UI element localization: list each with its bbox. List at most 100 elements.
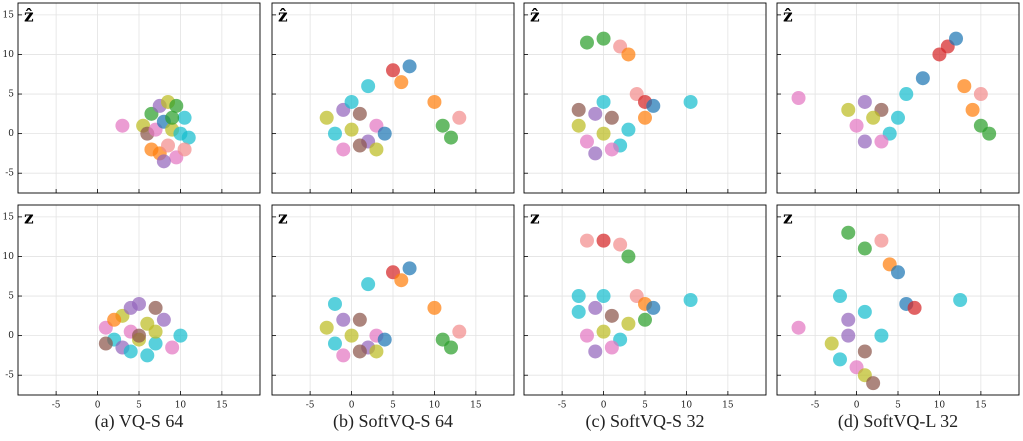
point <box>336 348 351 363</box>
point <box>444 340 459 355</box>
panel-frame <box>523 204 767 396</box>
point <box>377 332 392 347</box>
x-tick-label: -5 <box>811 401 820 411</box>
x-tick-label: -5 <box>558 401 567 411</box>
point <box>177 110 192 125</box>
point <box>369 344 384 359</box>
point <box>857 344 872 359</box>
panel-frame <box>17 2 261 194</box>
x-tick-label: 5 <box>642 401 648 411</box>
x-tick-label: 0 <box>601 401 607 411</box>
caption: (b) SoftVQ-S 64 <box>333 411 453 432</box>
x-tick-label: 15 <box>216 401 228 411</box>
point <box>596 233 611 248</box>
point <box>402 261 417 276</box>
point <box>107 312 122 327</box>
point <box>394 75 409 90</box>
point <box>965 102 980 117</box>
point <box>361 277 376 292</box>
caption: (c) SoftVQ-S 32 <box>586 411 705 432</box>
point <box>352 344 367 359</box>
point <box>161 138 176 153</box>
x-tick-label: 15 <box>975 401 987 411</box>
panel-frame <box>17 204 261 396</box>
point <box>604 142 619 157</box>
point <box>841 225 856 240</box>
point <box>394 273 409 288</box>
point <box>132 328 146 343</box>
point <box>579 35 594 50</box>
point <box>344 122 359 137</box>
point <box>841 328 856 343</box>
x-tick-label: 0 <box>854 401 860 411</box>
point <box>344 94 359 109</box>
point <box>588 300 603 315</box>
point <box>841 102 856 117</box>
panel-label: z <box>278 209 288 229</box>
point <box>352 138 367 153</box>
point <box>336 312 351 327</box>
point <box>156 312 171 327</box>
point <box>452 324 467 339</box>
point <box>181 130 196 145</box>
panel-label: ẑ <box>783 7 793 27</box>
point <box>638 312 652 327</box>
point <box>683 293 698 307</box>
x-tick-label: 15 <box>722 401 734 411</box>
x-tick-label: 10 <box>681 401 693 411</box>
y-tick-label: 0 <box>8 129 14 139</box>
y-tick-label: -5 <box>5 169 14 179</box>
point <box>791 320 806 335</box>
point <box>824 336 839 351</box>
point <box>613 237 628 252</box>
point <box>604 110 619 125</box>
panel-label: z <box>530 209 540 229</box>
point <box>427 300 442 315</box>
point <box>165 340 180 355</box>
point <box>596 126 611 141</box>
x-tick-label: 10 <box>175 401 187 411</box>
point <box>588 344 603 359</box>
point <box>571 289 586 304</box>
caption: (a) VQ-S 64 <box>95 411 184 432</box>
point <box>891 265 905 280</box>
point <box>857 94 872 109</box>
point <box>327 296 342 311</box>
x-tick-label: 0 <box>95 401 101 411</box>
caption: (d) SoftVQ-L 32 <box>838 411 958 432</box>
point <box>571 304 586 319</box>
point <box>148 336 163 351</box>
point <box>596 31 611 46</box>
panel-label: z <box>783 209 793 229</box>
x-tick-label: 15 <box>470 401 482 411</box>
point <box>638 110 652 125</box>
point <box>621 122 636 137</box>
point <box>571 102 586 117</box>
point <box>571 118 586 133</box>
panel-frame <box>271 204 515 396</box>
panel-label: ẑ <box>278 7 288 27</box>
point <box>169 98 184 113</box>
point <box>327 336 342 351</box>
x-tick-label: 5 <box>895 401 901 411</box>
point <box>377 126 392 141</box>
point <box>866 376 881 391</box>
point <box>402 59 417 74</box>
point <box>982 126 997 141</box>
point <box>344 328 359 343</box>
y-tick-label: 0 <box>8 331 14 341</box>
point <box>899 87 914 102</box>
point <box>319 110 334 125</box>
point <box>435 118 450 133</box>
point <box>874 328 889 343</box>
panel-label: ẑ <box>530 7 540 27</box>
point <box>579 134 594 149</box>
panel-frame <box>776 2 1020 194</box>
point <box>140 348 155 363</box>
point <box>957 79 972 94</box>
point <box>327 126 342 141</box>
point <box>148 300 163 315</box>
point <box>596 324 611 339</box>
point <box>588 106 603 121</box>
